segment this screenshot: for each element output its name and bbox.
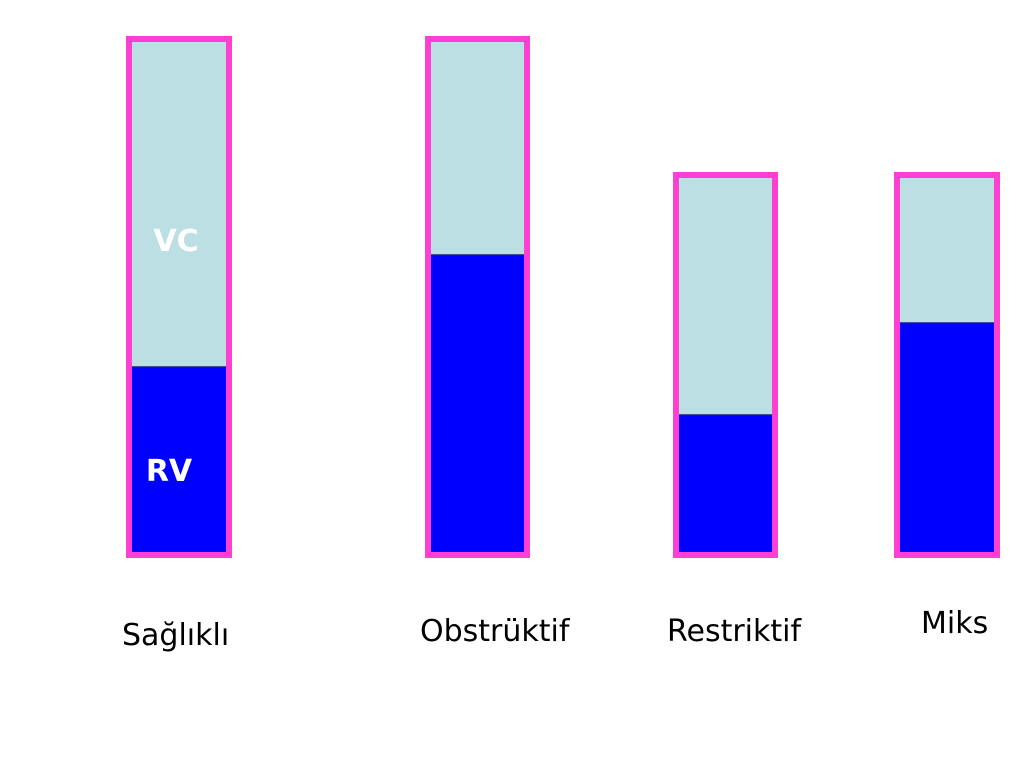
vc-segment-4 <box>900 178 994 323</box>
vc-segment-1 <box>132 42 226 367</box>
bar-4 <box>894 172 1000 558</box>
category-label: Restriktif <box>667 614 802 649</box>
rv-segment-2 <box>431 255 524 552</box>
bar-outline-3 <box>673 172 778 558</box>
rv-segment-4 <box>900 323 994 552</box>
vc-label: VC <box>153 224 198 259</box>
rv-label: RV <box>146 454 193 489</box>
bar-2 <box>425 36 530 558</box>
rv-segment-3 <box>679 415 772 552</box>
category-label: Miks <box>921 606 989 641</box>
bar-outline-1 <box>126 36 232 558</box>
rv-segment-1 <box>132 367 226 552</box>
vc-segment-2 <box>431 42 524 255</box>
vc-segment-3 <box>679 178 772 415</box>
bar-outline-2 <box>425 36 530 558</box>
bar-outline-4 <box>894 172 1000 558</box>
category-label: Sağlıklı <box>122 618 230 653</box>
category-label: Obstrüktif <box>420 614 570 649</box>
bar-1 <box>126 36 232 558</box>
bar-3 <box>673 172 778 558</box>
